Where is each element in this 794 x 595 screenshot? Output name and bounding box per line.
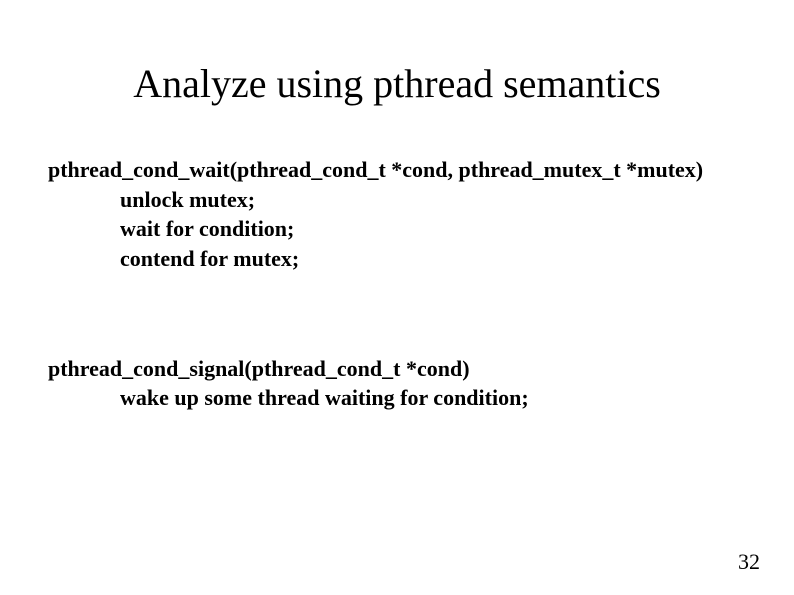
page-number: 32 [738,549,760,575]
cond-signal-block: pthread_cond_signal(pthread_cond_t *cond… [48,354,748,413]
cond-signal-signature: pthread_cond_signal(pthread_cond_t *cond… [48,354,748,384]
cond-wait-line-1: unlock mutex; [48,185,748,215]
slide: Analyze using pthread semantics pthread_… [0,0,794,595]
cond-signal-line-1-text: wake up some thread waiting for conditio… [120,385,529,410]
slide-title: Analyze using pthread semantics [0,60,794,107]
cond-signal-signature-text: pthread_cond_signal(pthread_cond_t *cond… [48,356,470,381]
cond-wait-line-2: wait for condition; [48,214,748,244]
cond-wait-line-3: contend for mutex; [48,244,748,274]
cond-wait-line-3-text: contend for mutex; [120,246,299,271]
cond-wait-line-1-text: unlock mutex; [120,187,255,212]
cond-wait-signature: pthread_cond_wait(pthread_cond_t *cond, … [48,155,748,185]
cond-wait-line-2-text: wait for condition; [120,216,294,241]
cond-wait-signature-text: pthread_cond_wait(pthread_cond_t *cond, … [48,157,703,182]
cond-signal-line-1: wake up some thread waiting for conditio… [48,383,748,413]
cond-wait-block: pthread_cond_wait(pthread_cond_t *cond, … [48,155,748,274]
slide-body: pthread_cond_wait(pthread_cond_t *cond, … [48,155,748,413]
